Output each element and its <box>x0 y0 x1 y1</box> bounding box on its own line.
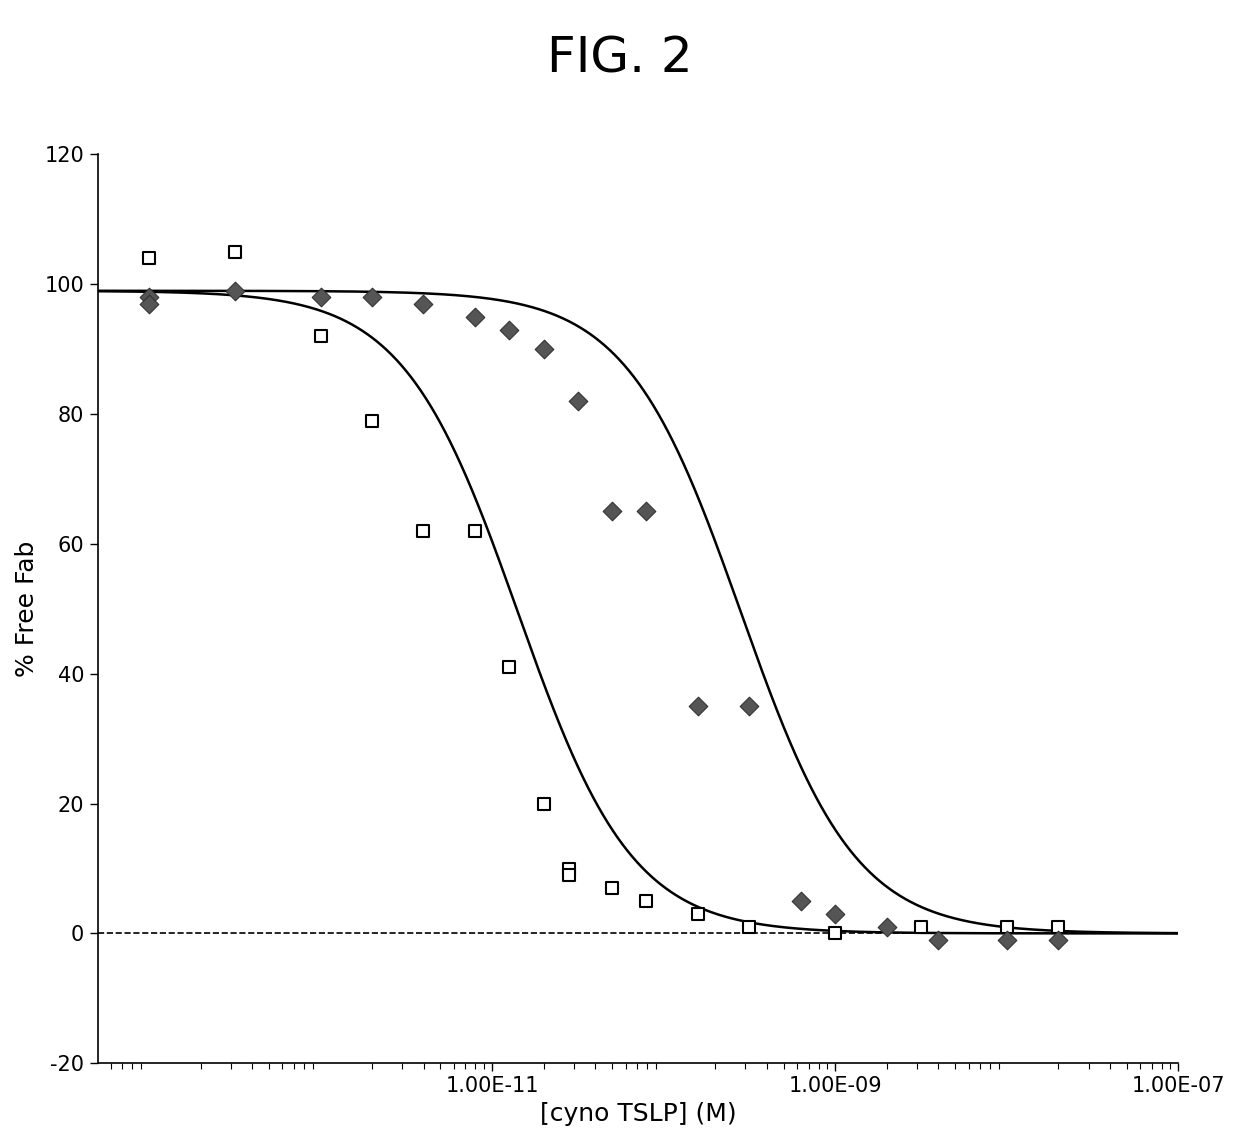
Point <box>362 289 382 307</box>
Point <box>688 697 708 715</box>
Point <box>1048 931 1068 949</box>
Point <box>533 340 553 358</box>
Point <box>739 917 759 936</box>
Point <box>688 905 708 923</box>
Text: FIG. 2: FIG. 2 <box>547 34 693 82</box>
Point <box>139 294 159 313</box>
Point <box>362 412 382 430</box>
Point <box>465 308 485 326</box>
Point <box>224 243 244 261</box>
Point <box>559 866 579 884</box>
Point <box>413 521 433 540</box>
Point <box>911 917 931 936</box>
X-axis label: [cyno TSLP] (M): [cyno TSLP] (M) <box>539 1102 737 1126</box>
Point <box>826 924 846 942</box>
Point <box>224 282 244 300</box>
Point <box>139 249 159 267</box>
Point <box>603 879 622 897</box>
Y-axis label: % Free Fab: % Free Fab <box>15 541 38 677</box>
Point <box>568 393 588 411</box>
Point <box>636 502 656 520</box>
Point <box>997 917 1017 936</box>
Point <box>500 658 520 677</box>
Point <box>636 892 656 911</box>
Point <box>139 289 159 307</box>
Point <box>877 917 897 936</box>
Point <box>739 697 759 715</box>
Point <box>1048 917 1068 936</box>
Point <box>997 931 1017 949</box>
Point <box>533 794 553 812</box>
Point <box>826 905 846 923</box>
Point <box>929 931 949 949</box>
Point <box>413 294 433 313</box>
Point <box>310 327 330 346</box>
Point <box>603 502 622 520</box>
Point <box>465 521 485 540</box>
Point <box>791 892 811 911</box>
Point <box>559 859 579 877</box>
Point <box>310 289 330 307</box>
Point <box>500 321 520 339</box>
